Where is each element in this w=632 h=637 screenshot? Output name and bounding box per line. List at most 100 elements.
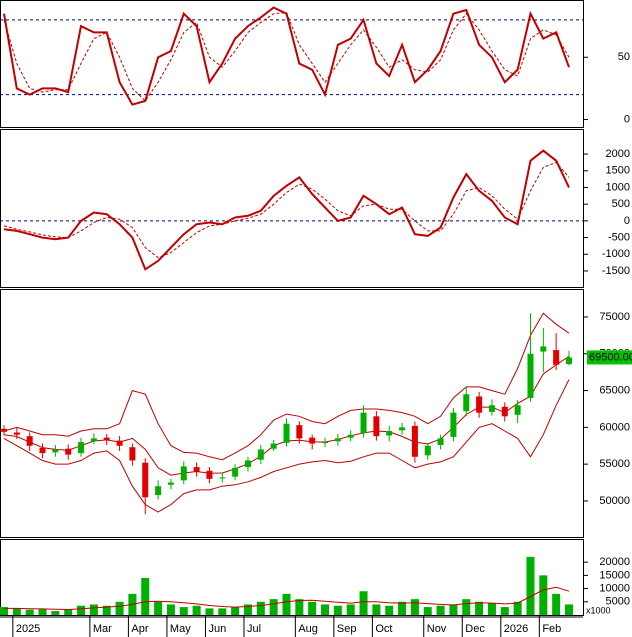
volume-bar bbox=[513, 601, 522, 615]
x-tick-label: 2025 bbox=[16, 623, 40, 635]
last-price-label: 69500.00 bbox=[589, 351, 632, 363]
series-line bbox=[3, 355, 570, 476]
x-tick-label: Nov bbox=[427, 623, 447, 635]
candle-body bbox=[476, 396, 483, 413]
candle-body bbox=[501, 406, 508, 417]
candle-body bbox=[270, 443, 277, 449]
volume-bar bbox=[359, 591, 368, 615]
candle-body bbox=[90, 438, 97, 442]
candle-body bbox=[514, 405, 521, 415]
y-tick-label: 65000 bbox=[599, 384, 630, 396]
series-line bbox=[3, 149, 570, 271]
candle-body bbox=[540, 346, 547, 352]
volume-bar bbox=[243, 604, 252, 615]
candle-body bbox=[296, 425, 303, 439]
volume-bar bbox=[12, 608, 21, 615]
volume-bar bbox=[179, 607, 188, 615]
volume-bar bbox=[526, 556, 535, 615]
candle-body bbox=[322, 442, 329, 444]
x-tick-label: Sep bbox=[337, 623, 357, 635]
volume-bar bbox=[256, 601, 265, 615]
y-tick-label: -500 bbox=[608, 231, 630, 243]
unit-label: x1000 bbox=[586, 605, 611, 615]
candle-body bbox=[411, 425, 418, 457]
candle-body bbox=[65, 448, 72, 455]
series-line bbox=[3, 379, 570, 513]
y-tick-label: 15000 bbox=[599, 569, 630, 581]
volume-bar bbox=[385, 605, 394, 615]
volume-bar bbox=[282, 593, 291, 615]
y-tick-label: 0 bbox=[624, 215, 630, 227]
volume-bar bbox=[38, 609, 47, 615]
volume-bar bbox=[115, 601, 124, 615]
volume-bar bbox=[539, 575, 548, 615]
volume-bar bbox=[77, 605, 86, 615]
candle-body bbox=[129, 447, 136, 461]
candle-body bbox=[283, 423, 290, 443]
y-tick-label: 1500 bbox=[606, 165, 630, 177]
volume-bar bbox=[25, 609, 34, 615]
volume-bar bbox=[475, 601, 484, 615]
y-tick-label: 10000 bbox=[599, 582, 630, 594]
volume-bar bbox=[398, 601, 407, 615]
volume-bar bbox=[295, 599, 304, 615]
candle-body bbox=[26, 436, 33, 446]
candle-body bbox=[309, 437, 316, 444]
candle-body bbox=[206, 470, 213, 479]
volume-bar bbox=[89, 604, 98, 615]
series-line bbox=[3, 11, 570, 102]
y-tick-label: 500 bbox=[612, 198, 630, 210]
y-tick-label: 55000 bbox=[599, 458, 630, 470]
y-tick-label: 50000 bbox=[599, 495, 630, 507]
series-line bbox=[3, 161, 570, 259]
volume-bar bbox=[192, 605, 201, 615]
candle-body bbox=[180, 466, 187, 481]
candle-body bbox=[244, 460, 251, 468]
volume-bar bbox=[423, 607, 432, 615]
x-tick-label: Oct bbox=[375, 623, 392, 635]
volume-bar bbox=[333, 605, 342, 615]
y-tick-label: 20000 bbox=[599, 556, 630, 568]
y-tick-label: -1000 bbox=[602, 248, 630, 260]
candle-body bbox=[488, 405, 495, 412]
x-tick-label: Apr bbox=[131, 623, 148, 635]
volume-bar bbox=[462, 599, 471, 615]
candle-body bbox=[424, 445, 431, 456]
y-tick-label: 1000 bbox=[606, 181, 630, 193]
volume-bar bbox=[487, 603, 496, 615]
volume-bar bbox=[102, 605, 111, 615]
panel-frame bbox=[0, 0, 584, 128]
volume-bar bbox=[218, 608, 227, 615]
volume-bar bbox=[166, 604, 175, 615]
candle-body bbox=[1, 428, 7, 432]
volume-bar bbox=[500, 607, 509, 615]
candle-body bbox=[437, 438, 444, 446]
x-tick-label: Aug bbox=[298, 623, 318, 635]
y-tick-label: 5000 bbox=[606, 596, 630, 608]
candle-body bbox=[142, 462, 149, 498]
candle-body bbox=[399, 427, 406, 431]
volume-bar bbox=[0, 607, 8, 615]
volume-bar bbox=[154, 601, 163, 615]
volume-bar bbox=[372, 604, 381, 615]
candle-body bbox=[13, 432, 20, 435]
volume-bar bbox=[141, 578, 150, 615]
candle-body bbox=[232, 467, 239, 477]
x-tick-label: Mar bbox=[93, 623, 112, 635]
candle-body bbox=[257, 449, 264, 460]
panel-frame bbox=[0, 539, 584, 616]
panel-frame bbox=[0, 129, 584, 288]
volume-bar bbox=[205, 608, 214, 615]
x-tick-label: 2026 bbox=[504, 623, 528, 635]
candle-body bbox=[334, 438, 341, 442]
candle-body bbox=[39, 447, 46, 454]
volume-bar bbox=[231, 607, 240, 615]
candle-body bbox=[373, 416, 380, 437]
volume-bar bbox=[449, 604, 458, 615]
y-tick-label: 50 bbox=[618, 51, 630, 63]
volume-bar bbox=[346, 604, 355, 615]
candle-body bbox=[566, 357, 572, 365]
series-line bbox=[3, 312, 570, 461]
volume-bar bbox=[269, 599, 278, 615]
